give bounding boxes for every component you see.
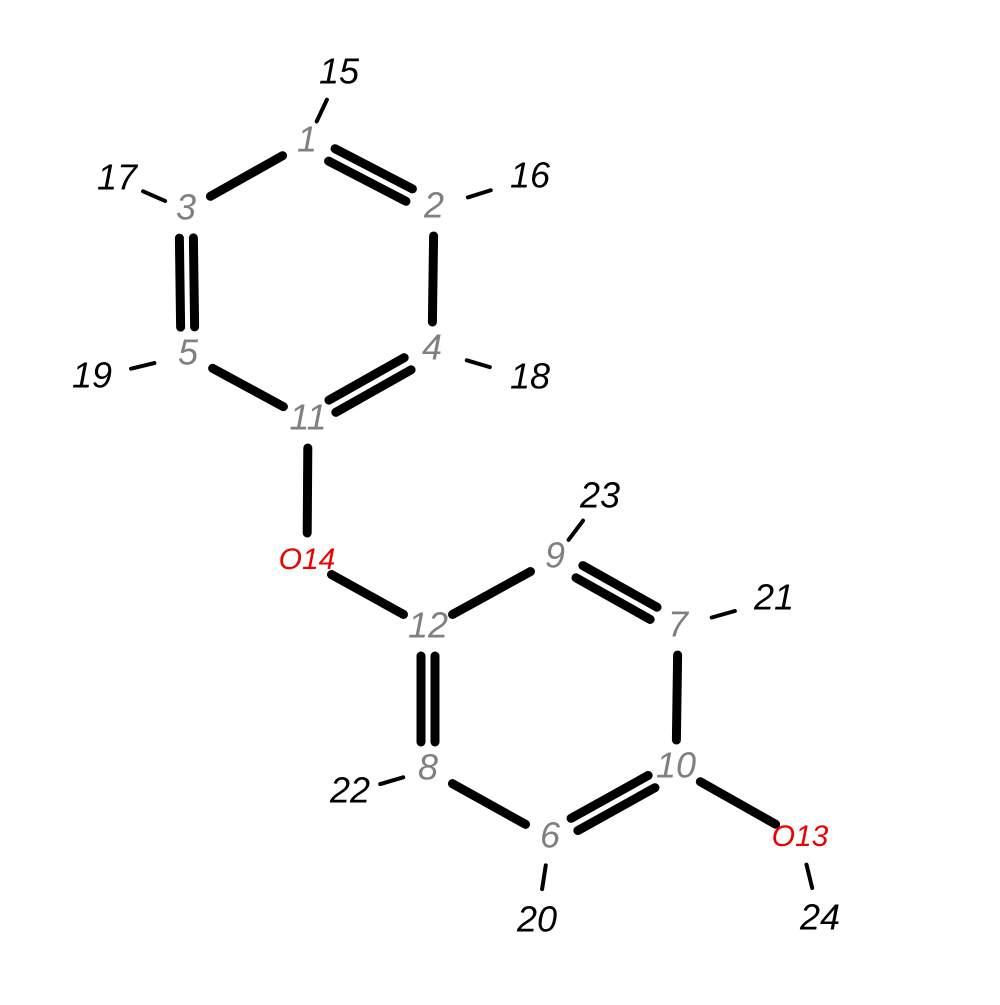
bond <box>432 236 433 322</box>
atom-label-5: 5 <box>178 332 199 373</box>
atom-label-20: 20 <box>516 899 557 940</box>
atom-label-16: 16 <box>510 155 551 196</box>
bond-stub <box>467 360 490 367</box>
bond-stub <box>468 190 491 197</box>
atom-label-17: 17 <box>97 157 139 198</box>
bond-stub <box>712 611 735 617</box>
bond <box>331 575 403 615</box>
atom-label-21: 21 <box>753 577 794 618</box>
atom-label-18: 18 <box>510 356 550 397</box>
bond <box>179 238 180 327</box>
bond <box>453 572 531 615</box>
bond <box>676 655 677 740</box>
bond <box>210 156 282 197</box>
bond <box>193 238 194 327</box>
atom-label-23: 23 <box>579 475 620 516</box>
atom-label-8: 8 <box>418 747 438 788</box>
atom-label-2: 2 <box>423 185 444 226</box>
bond <box>307 448 308 533</box>
bond <box>700 782 775 824</box>
bond-stub <box>380 777 403 784</box>
atom-label-7: 7 <box>668 604 690 645</box>
atom-label-19: 19 <box>72 355 112 396</box>
atom-label-1: 1 <box>297 119 317 160</box>
bond-stub <box>317 100 327 122</box>
labels-group: 1234511O1412971086O131516171819232122202… <box>72 51 840 940</box>
bond-stub <box>542 865 546 889</box>
atom-label-15: 15 <box>319 51 360 92</box>
molecule-diagram: 1234511O1412971086O131516171819232122202… <box>0 0 1000 1000</box>
atom-label-O13: O13 <box>772 820 829 853</box>
atom-label-3: 3 <box>176 187 196 228</box>
atom-label-O14: O14 <box>279 543 336 576</box>
atom-label-10: 10 <box>656 745 696 786</box>
bond <box>452 784 525 825</box>
bonds-group <box>131 100 812 889</box>
bond-stub <box>131 363 154 369</box>
atom-label-12: 12 <box>408 605 448 646</box>
atom-label-24: 24 <box>799 897 840 938</box>
atom-label-9: 9 <box>545 535 565 576</box>
bond-stub <box>143 191 165 201</box>
bond-stub <box>569 521 583 540</box>
bond <box>213 368 284 406</box>
atom-label-4: 4 <box>422 327 442 368</box>
atom-label-6: 6 <box>540 815 561 856</box>
atom-label-22: 22 <box>329 770 370 811</box>
bond-stub <box>806 865 812 888</box>
atom-label-11: 11 <box>289 397 326 438</box>
